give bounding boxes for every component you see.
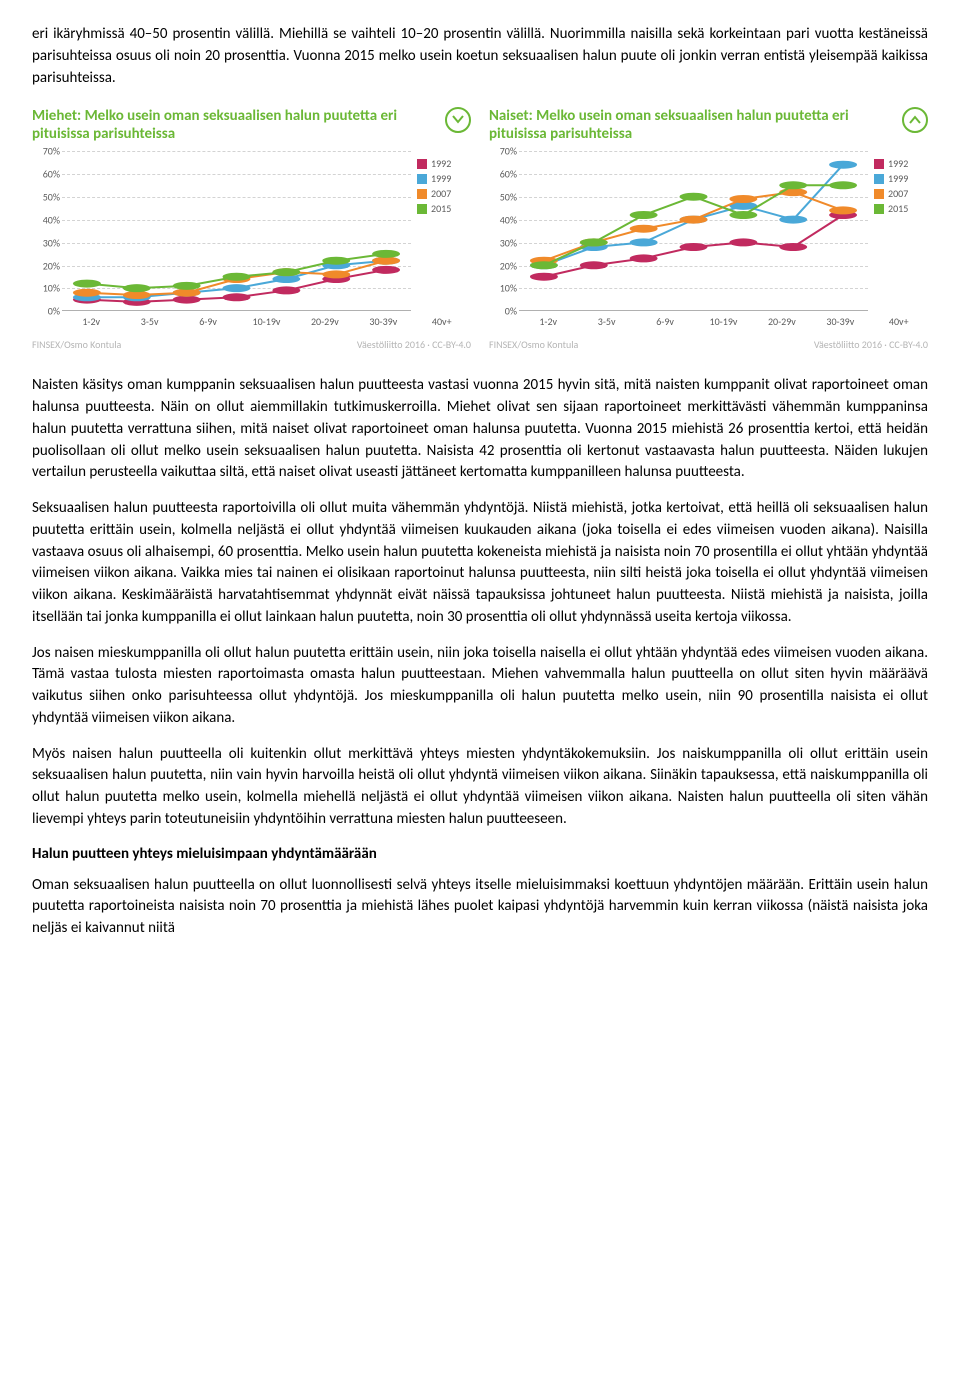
yaxis-label: 50% bbox=[43, 190, 60, 203]
xaxis-label: 10-19v bbox=[237, 315, 295, 328]
section-heading: Halun puutteen yhteys mieluisimpaan yhdy… bbox=[32, 845, 928, 863]
paragraph-1: Naisten käsitys oman kumppanin seksuaali… bbox=[32, 375, 928, 484]
xaxis-label: 1-2v bbox=[62, 315, 120, 328]
yaxis-label: 30% bbox=[500, 236, 517, 249]
yaxis-label: 70% bbox=[43, 145, 60, 158]
female-icon bbox=[902, 107, 928, 138]
attribution-license: Väestöliitto 2016 · CC-BY-4.0 bbox=[357, 338, 471, 351]
legend-label: 1999 bbox=[888, 172, 908, 185]
xaxis-label: 30-39v bbox=[354, 315, 412, 328]
legend-item: 2007 bbox=[874, 187, 928, 200]
xaxis-label: 20-29v bbox=[753, 315, 811, 328]
legend-label: 1999 bbox=[431, 172, 451, 185]
legend-swatch bbox=[417, 189, 427, 199]
yaxis-label: 40% bbox=[43, 213, 60, 226]
legend-item: 2015 bbox=[417, 202, 471, 215]
yaxis-label: 20% bbox=[500, 259, 517, 272]
legend-item: 1999 bbox=[874, 172, 928, 185]
xaxis-label: 30-39v bbox=[811, 315, 869, 328]
legend-item: 1992 bbox=[874, 157, 928, 170]
xaxis-label: 3-5v bbox=[577, 315, 635, 328]
xaxis-label: 6-9v bbox=[179, 315, 237, 328]
xaxis-label: 3-5v bbox=[120, 315, 178, 328]
legend-item: 1999 bbox=[417, 172, 471, 185]
attribution-license: Väestöliitto 2016 · CC-BY-4.0 bbox=[814, 338, 928, 351]
attribution-source: FINSEX/Osmo Kontula bbox=[489, 338, 578, 351]
paragraph-5: Oman seksuaalisen halun puutteella on ol… bbox=[32, 875, 928, 940]
legend-label: 2007 bbox=[888, 187, 908, 200]
yaxis-label: 60% bbox=[43, 168, 60, 181]
chart-women-xaxis: 1-2v3-5v6-9v10-19v20-29v30-39v40v+ bbox=[519, 311, 928, 328]
yaxis-label: 70% bbox=[500, 145, 517, 158]
chart-men-title: Miehet: Melko usein oman seksuaalisen ha… bbox=[32, 107, 471, 143]
xaxis-label: 20-29v bbox=[296, 315, 354, 328]
xaxis-label: 6-9v bbox=[636, 315, 694, 328]
legend-label: 2015 bbox=[888, 202, 908, 215]
yaxis-label: 50% bbox=[500, 190, 517, 203]
legend-item: 2015 bbox=[874, 202, 928, 215]
xaxis-label: 1-2v bbox=[519, 315, 577, 328]
chart-men: Miehet: Melko usein oman seksuaalisen ha… bbox=[32, 107, 471, 351]
paragraph-3: Jos naisen mieskumppanilla oli ollut hal… bbox=[32, 643, 928, 730]
paragraph-2: Seksuaalisen halun puutteesta raportoivi… bbox=[32, 498, 928, 629]
legend-label: 2015 bbox=[431, 202, 451, 215]
legend-label: 1992 bbox=[888, 157, 908, 170]
yaxis-label: 10% bbox=[500, 282, 517, 295]
legend-item: 1992 bbox=[417, 157, 471, 170]
legend-label: 2007 bbox=[431, 187, 451, 200]
yaxis-label: 20% bbox=[43, 259, 60, 272]
legend-swatch bbox=[417, 159, 427, 169]
xaxis-label: 10-19v bbox=[694, 315, 752, 328]
chart-men-attribution: FINSEX/Osmo Kontula Väestöliitto 2016 · … bbox=[32, 338, 471, 351]
yaxis-label: 30% bbox=[43, 236, 60, 249]
chart-men-plot: 0%10%20%30%40%50%60%70% bbox=[32, 151, 411, 311]
paragraph-4: Myös naisen halun puutteella oli kuitenk… bbox=[32, 744, 928, 831]
male-icon bbox=[445, 107, 471, 138]
legend-swatch bbox=[874, 159, 884, 169]
charts-row: Miehet: Melko usein oman seksuaalisen ha… bbox=[32, 107, 928, 351]
legend-label: 1992 bbox=[431, 157, 451, 170]
yaxis-label: 0% bbox=[505, 305, 517, 318]
chart-men-xaxis: 1-2v3-5v6-9v10-19v20-29v30-39v40v+ bbox=[62, 311, 471, 328]
legend-swatch bbox=[417, 174, 427, 184]
xaxis-label: 40v+ bbox=[870, 315, 928, 328]
legend-swatch bbox=[874, 174, 884, 184]
legend-swatch bbox=[874, 189, 884, 199]
chart-women-legend: 1992 1999 2007 2015 bbox=[874, 151, 928, 311]
chart-men-legend: 1992 1999 2007 2015 bbox=[417, 151, 471, 311]
chart-women-title: Naiset: Melko usein oman seksuaalisen ha… bbox=[489, 107, 928, 143]
xaxis-label: 40v+ bbox=[413, 315, 471, 328]
yaxis-label: 40% bbox=[500, 213, 517, 226]
chart-women-plot: 0%10%20%30%40%50%60%70% bbox=[489, 151, 868, 311]
legend-swatch bbox=[417, 204, 427, 214]
yaxis-label: 60% bbox=[500, 168, 517, 181]
yaxis-label: 0% bbox=[48, 305, 60, 318]
chart-women: Naiset: Melko usein oman seksuaalisen ha… bbox=[489, 107, 928, 351]
attribution-source: FINSEX/Osmo Kontula bbox=[32, 338, 121, 351]
intro-paragraph: eri ikäryhmissä 40–50 prosentin välillä.… bbox=[32, 24, 928, 89]
legend-item: 2007 bbox=[417, 187, 471, 200]
chart-women-attribution: FINSEX/Osmo Kontula Väestöliitto 2016 · … bbox=[489, 338, 928, 351]
legend-swatch bbox=[874, 204, 884, 214]
yaxis-label: 10% bbox=[43, 282, 60, 295]
